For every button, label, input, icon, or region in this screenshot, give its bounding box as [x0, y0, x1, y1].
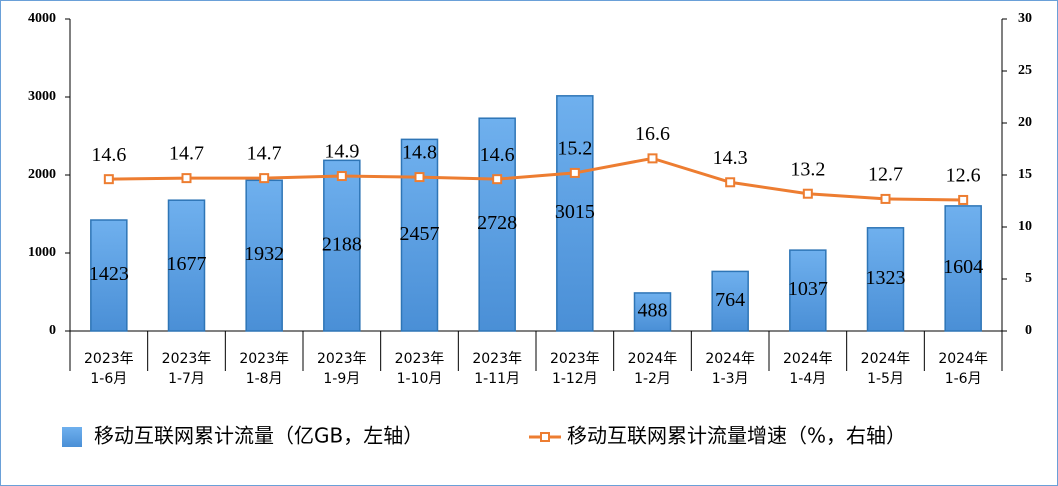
y2-tick-label: 10 — [1018, 219, 1032, 234]
line-value-label: 14.6 — [480, 144, 515, 166]
line-value-label: 15.2 — [557, 138, 592, 160]
y-tick-label: 0 — [49, 323, 56, 338]
x-tick-label: 2023年 1-6月 — [84, 351, 134, 387]
x-tick-label: 2023年 1-11月 — [472, 351, 522, 387]
y2-tick-label: 5 — [1025, 271, 1032, 286]
legend-label: 移动互联网累计流量增速（%，右轴） — [567, 424, 906, 448]
bar-value-label: 1604 — [943, 256, 983, 278]
line-value-label: 14.8 — [402, 142, 437, 164]
bar — [866, 227, 905, 332]
legend-label: 移动互联网累计流量（亿GB，左轴） — [94, 424, 423, 448]
bar — [400, 138, 439, 332]
line — [108, 156, 964, 202]
line-value-label: 14.9 — [324, 141, 359, 163]
line-marker — [259, 173, 270, 184]
bar-value-label: 1423 — [89, 263, 129, 285]
bar-value-label: 1677 — [167, 253, 207, 275]
x-tick-label: 2023年 1-12月 — [550, 351, 600, 387]
line-value-label: 12.7 — [868, 164, 903, 186]
line-marker — [414, 172, 425, 183]
y2-tick-label: 30 — [1018, 11, 1032, 26]
bar — [789, 249, 827, 332]
line-marker — [725, 177, 736, 188]
legend-swatch — [62, 427, 82, 447]
x-tick-label: 2024年 1-3月 — [705, 351, 755, 387]
line-marker — [569, 167, 580, 178]
y-tick-label: 3000 — [28, 89, 56, 104]
x-tick-label: 2024年 1-5月 — [861, 351, 911, 387]
bar — [944, 205, 982, 332]
bar-value-label: 2188 — [322, 233, 362, 255]
bar — [711, 270, 749, 332]
bar — [633, 292, 672, 332]
line-marker — [103, 174, 114, 185]
x-tick-label: 2024年 1-2月 — [628, 351, 678, 387]
line-marker — [336, 171, 347, 182]
x-tick-label: 2023年 1-8月 — [239, 351, 289, 387]
bar-value-label: 764 — [715, 289, 745, 311]
bar-value-label: 1932 — [244, 243, 284, 265]
line-value-label: 14.3 — [713, 147, 748, 169]
bar-value-label: 2457 — [400, 223, 440, 245]
bar-value-label: 488 — [638, 300, 668, 322]
bar-value-label: 1323 — [866, 267, 906, 289]
y2-tick-label: 20 — [1018, 115, 1032, 130]
line-value-label: 14.6 — [91, 144, 126, 166]
line-marker — [181, 173, 192, 184]
x-tick-label: 2023年 1-10月 — [395, 351, 445, 387]
line-value-label: 13.2 — [790, 158, 825, 180]
line-value-label: 12.6 — [946, 165, 981, 187]
bar-value-label: 1037 — [788, 278, 828, 300]
x-tick-label: 2023年 1-9月 — [317, 351, 367, 387]
x-tick-label: 2024年 1-6月 — [938, 351, 988, 387]
line-marker — [492, 174, 503, 185]
y-tick-label: 4000 — [28, 11, 56, 26]
y-tick-label: 2000 — [28, 167, 56, 182]
bar — [245, 179, 283, 332]
x-tick-label: 2023年 1-7月 — [162, 351, 212, 387]
legend-marker — [540, 432, 550, 442]
line-marker — [958, 194, 969, 205]
bar-value-label: 3015 — [555, 201, 595, 223]
bar — [556, 95, 594, 332]
bar — [323, 159, 361, 332]
line-marker — [880, 193, 891, 204]
line-value-label: 14.7 — [247, 143, 282, 165]
y2-tick-label: 15 — [1018, 167, 1032, 182]
line-value-label: 16.6 — [635, 123, 670, 145]
bar — [478, 117, 516, 332]
bar — [90, 219, 128, 332]
line-value-label: 14.7 — [169, 143, 204, 165]
y-tick-label: 1000 — [28, 245, 56, 260]
y2-tick-label: 25 — [1018, 63, 1032, 78]
bar-value-label: 2728 — [477, 212, 517, 234]
x-tick-label: 2024年 1-4月 — [783, 351, 833, 387]
line-marker — [802, 188, 813, 199]
line-marker — [647, 153, 658, 164]
bar — [167, 199, 206, 332]
y2-tick-label: 0 — [1025, 323, 1032, 338]
